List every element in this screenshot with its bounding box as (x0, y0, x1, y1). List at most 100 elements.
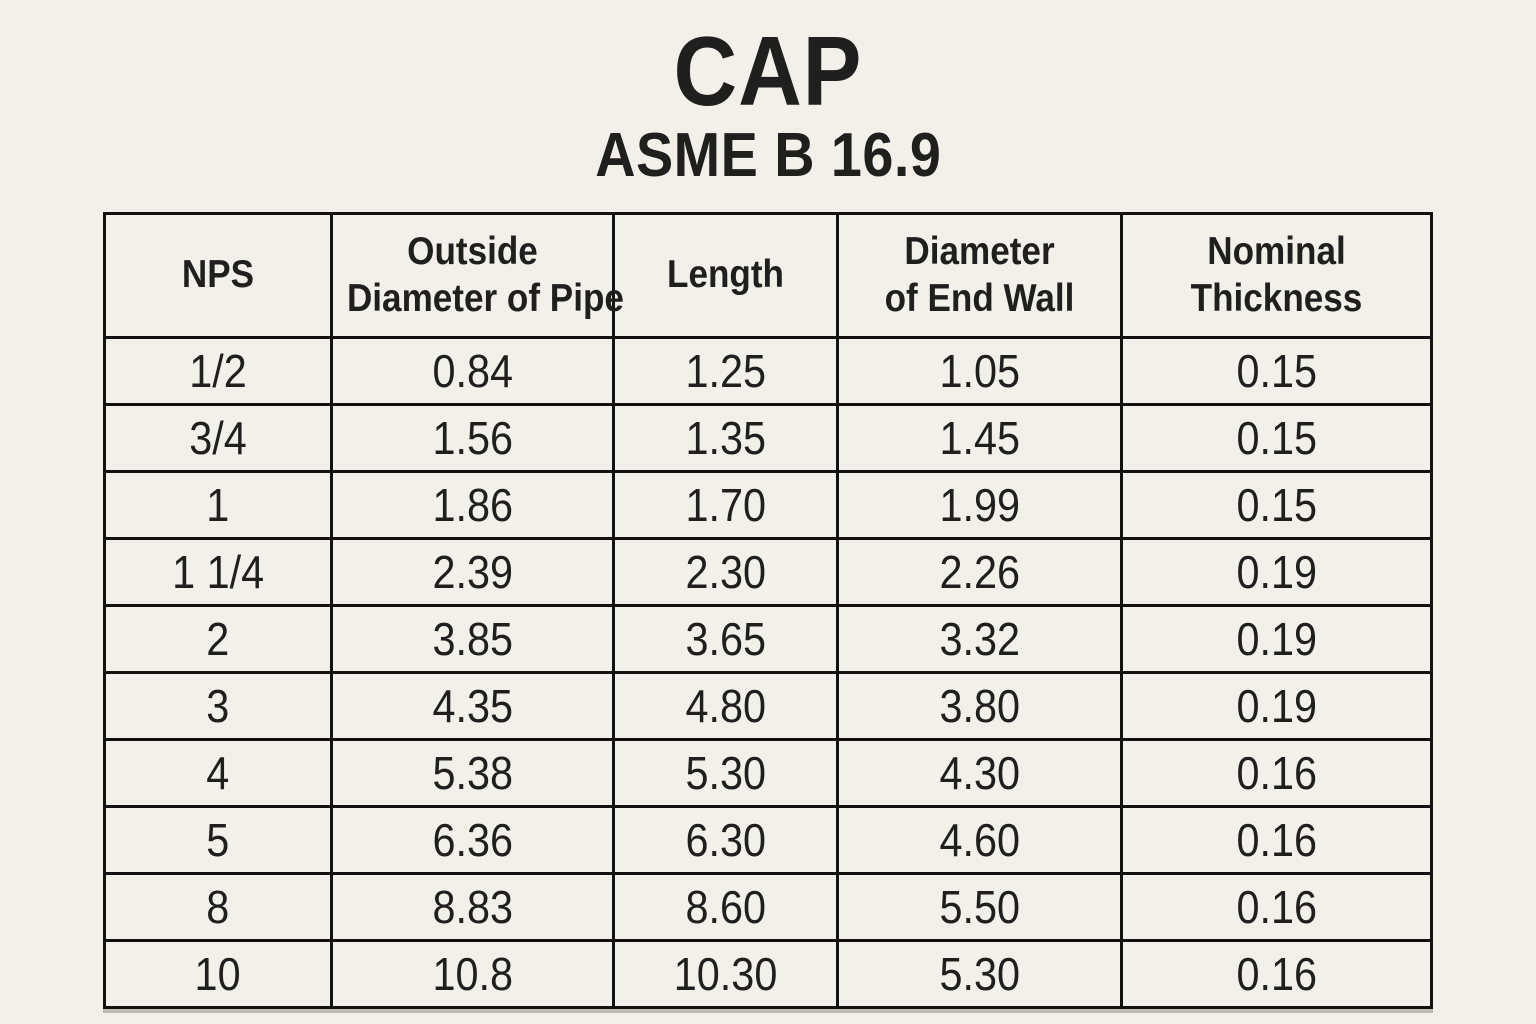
cell-nps: 4 (103, 738, 333, 808)
cell-nominal-thickness: 0.16 (1120, 805, 1433, 875)
column-header-line: Length (667, 253, 784, 297)
cell-value: 8.60 (685, 881, 766, 933)
cell-diameter-of-end-wall: 5.50 (836, 872, 1123, 942)
cell-length: 10.30 (612, 939, 839, 1009)
cell-nps: 10 (103, 939, 333, 1009)
column-header-line: Diameter of Pipe (346, 276, 624, 320)
cell-nominal-thickness: 0.16 (1120, 738, 1433, 808)
cell-value: 5.30 (939, 948, 1020, 1000)
cell-value: 2.26 (939, 546, 1020, 598)
cell-value: 10.8 (432, 948, 513, 1000)
table-row: 5 6.36 6.30 4.60 0.16 (103, 805, 1433, 875)
cell-outside-diameter-of-pipe: 4.35 (330, 671, 615, 741)
cell-value: 2.30 (685, 546, 766, 598)
cell-length: 6.30 (612, 805, 839, 875)
cell-diameter-of-end-wall: 4.60 (836, 805, 1123, 875)
cell-value: 8.83 (432, 881, 513, 933)
cell-length: 1.35 (612, 403, 839, 473)
table-row: 2 3.85 3.65 3.32 0.19 (103, 604, 1433, 674)
cell-nominal-thickness: 0.16 (1120, 872, 1433, 942)
cell-value: 1.05 (939, 345, 1020, 397)
cell-diameter-of-end-wall: 3.32 (836, 604, 1123, 674)
cell-value: 1.35 (685, 412, 766, 464)
cell-diameter-of-end-wall: 2.26 (836, 537, 1123, 607)
cell-value: 3.85 (432, 613, 513, 665)
column-header-line: Nominal (1207, 230, 1346, 274)
cell-nominal-thickness: 0.16 (1120, 939, 1433, 1009)
table-body: 1/2 0.84 1.25 1.05 0.15 3/4 1.56 1.35 1.45 0.15 1 1… (103, 336, 1433, 1009)
cell-value: 3 (206, 680, 230, 732)
cell-nominal-thickness: 0.19 (1120, 671, 1433, 741)
cell-value: 0.16 (1236, 814, 1317, 866)
table-row: 4 5.38 5.30 4.30 0.16 (103, 738, 1433, 808)
table-row: 10 10.8 10.30 5.30 0.16 (103, 939, 1433, 1009)
cell-outside-diameter-of-pipe: 6.36 (330, 805, 615, 875)
cell-diameter-of-end-wall: 3.80 (836, 671, 1123, 741)
table-row: 1 1.86 1.70 1.99 0.15 (103, 470, 1433, 540)
column-header-outside-diameter-of-pipe: Outside Diameter of Pipe (330, 212, 624, 339)
cell-value: 5.38 (432, 747, 513, 799)
column-header-diameter-of-end-wall: Diameter of End Wall (836, 212, 1123, 339)
cell-nps: 2 (103, 604, 333, 674)
cell-outside-diameter-of-pipe: 5.38 (330, 738, 615, 808)
cell-value: 0.15 (1236, 345, 1317, 397)
cell-value: 1/2 (189, 345, 247, 397)
cell-diameter-of-end-wall: 1.05 (836, 336, 1123, 406)
page-subtitle-text: ASME B 16.9 (594, 121, 942, 190)
cell-value: 2 (206, 613, 230, 665)
page-title-text: CAP (673, 16, 863, 126)
cell-length: 5.30 (612, 738, 839, 808)
cell-value: 0.16 (1236, 948, 1317, 1000)
cell-nps: 8 (103, 872, 333, 942)
cell-value: 3/4 (189, 412, 247, 464)
cell-diameter-of-end-wall: 5.30 (836, 939, 1123, 1009)
column-header-nominal-thickness: Nominal Thickness (1120, 212, 1433, 339)
cell-nominal-thickness: 0.15 (1120, 336, 1433, 406)
cell-nps: 3 (103, 671, 333, 741)
cell-nominal-thickness: 0.15 (1120, 470, 1433, 540)
cell-value: 3.65 (685, 613, 766, 665)
cell-value: 8 (206, 881, 230, 933)
cell-outside-diameter-of-pipe: 0.84 (330, 336, 615, 406)
cell-diameter-of-end-wall: 1.99 (836, 470, 1123, 540)
column-header-line: NPS (181, 253, 255, 297)
cell-value: 5.30 (685, 747, 766, 799)
cap-dimensions-table: NPS Outside Diameter of Pipe Length Diameter… (103, 212, 1433, 1009)
cell-nps: 1 1/4 (103, 537, 333, 607)
cell-value: 0.16 (1236, 881, 1317, 933)
cell-value: 10.30 (673, 948, 778, 1000)
cell-length: 1.25 (612, 336, 839, 406)
column-header-nps: NPS (103, 212, 333, 339)
cell-value: 10 (194, 948, 242, 1000)
cell-value: 0.16 (1236, 747, 1317, 799)
cell-value: 4.30 (939, 747, 1020, 799)
cell-value: 0.19 (1236, 680, 1317, 732)
cell-nominal-thickness: 0.15 (1120, 403, 1433, 473)
cell-length: 3.65 (612, 604, 839, 674)
cell-nps: 1/2 (103, 336, 333, 406)
column-header-length: Length (612, 212, 839, 339)
table-row: 8 8.83 8.60 5.50 0.16 (103, 872, 1433, 942)
cell-value: 6.30 (685, 814, 766, 866)
column-header-line: of End Wall (884, 276, 1075, 320)
cell-value: 0.15 (1236, 479, 1317, 531)
column-header-line: Diameter (904, 230, 1055, 274)
cell-value: 4.35 (432, 680, 513, 732)
cell-diameter-of-end-wall: 4.30 (836, 738, 1123, 808)
cell-nominal-thickness: 0.19 (1120, 604, 1433, 674)
page-subtitle: ASME B 16.9 (0, 125, 1536, 187)
cell-value: 1.99 (939, 479, 1020, 531)
cell-nps: 3/4 (103, 403, 333, 473)
cell-value: 3.32 (939, 613, 1020, 665)
cell-value: 0.19 (1236, 546, 1317, 598)
cell-value: 4 (206, 747, 230, 799)
cell-value: 1.86 (432, 479, 513, 531)
cell-value: 4.60 (939, 814, 1020, 866)
cell-value: 4.80 (685, 680, 766, 732)
cell-value: 3.80 (939, 680, 1020, 732)
cell-length: 1.70 (612, 470, 839, 540)
cell-nps: 5 (103, 805, 333, 875)
table-row: 1/2 0.84 1.25 1.05 0.15 (103, 336, 1433, 406)
column-header-line: Thickness (1190, 276, 1363, 320)
cell-outside-diameter-of-pipe: 1.56 (330, 403, 615, 473)
